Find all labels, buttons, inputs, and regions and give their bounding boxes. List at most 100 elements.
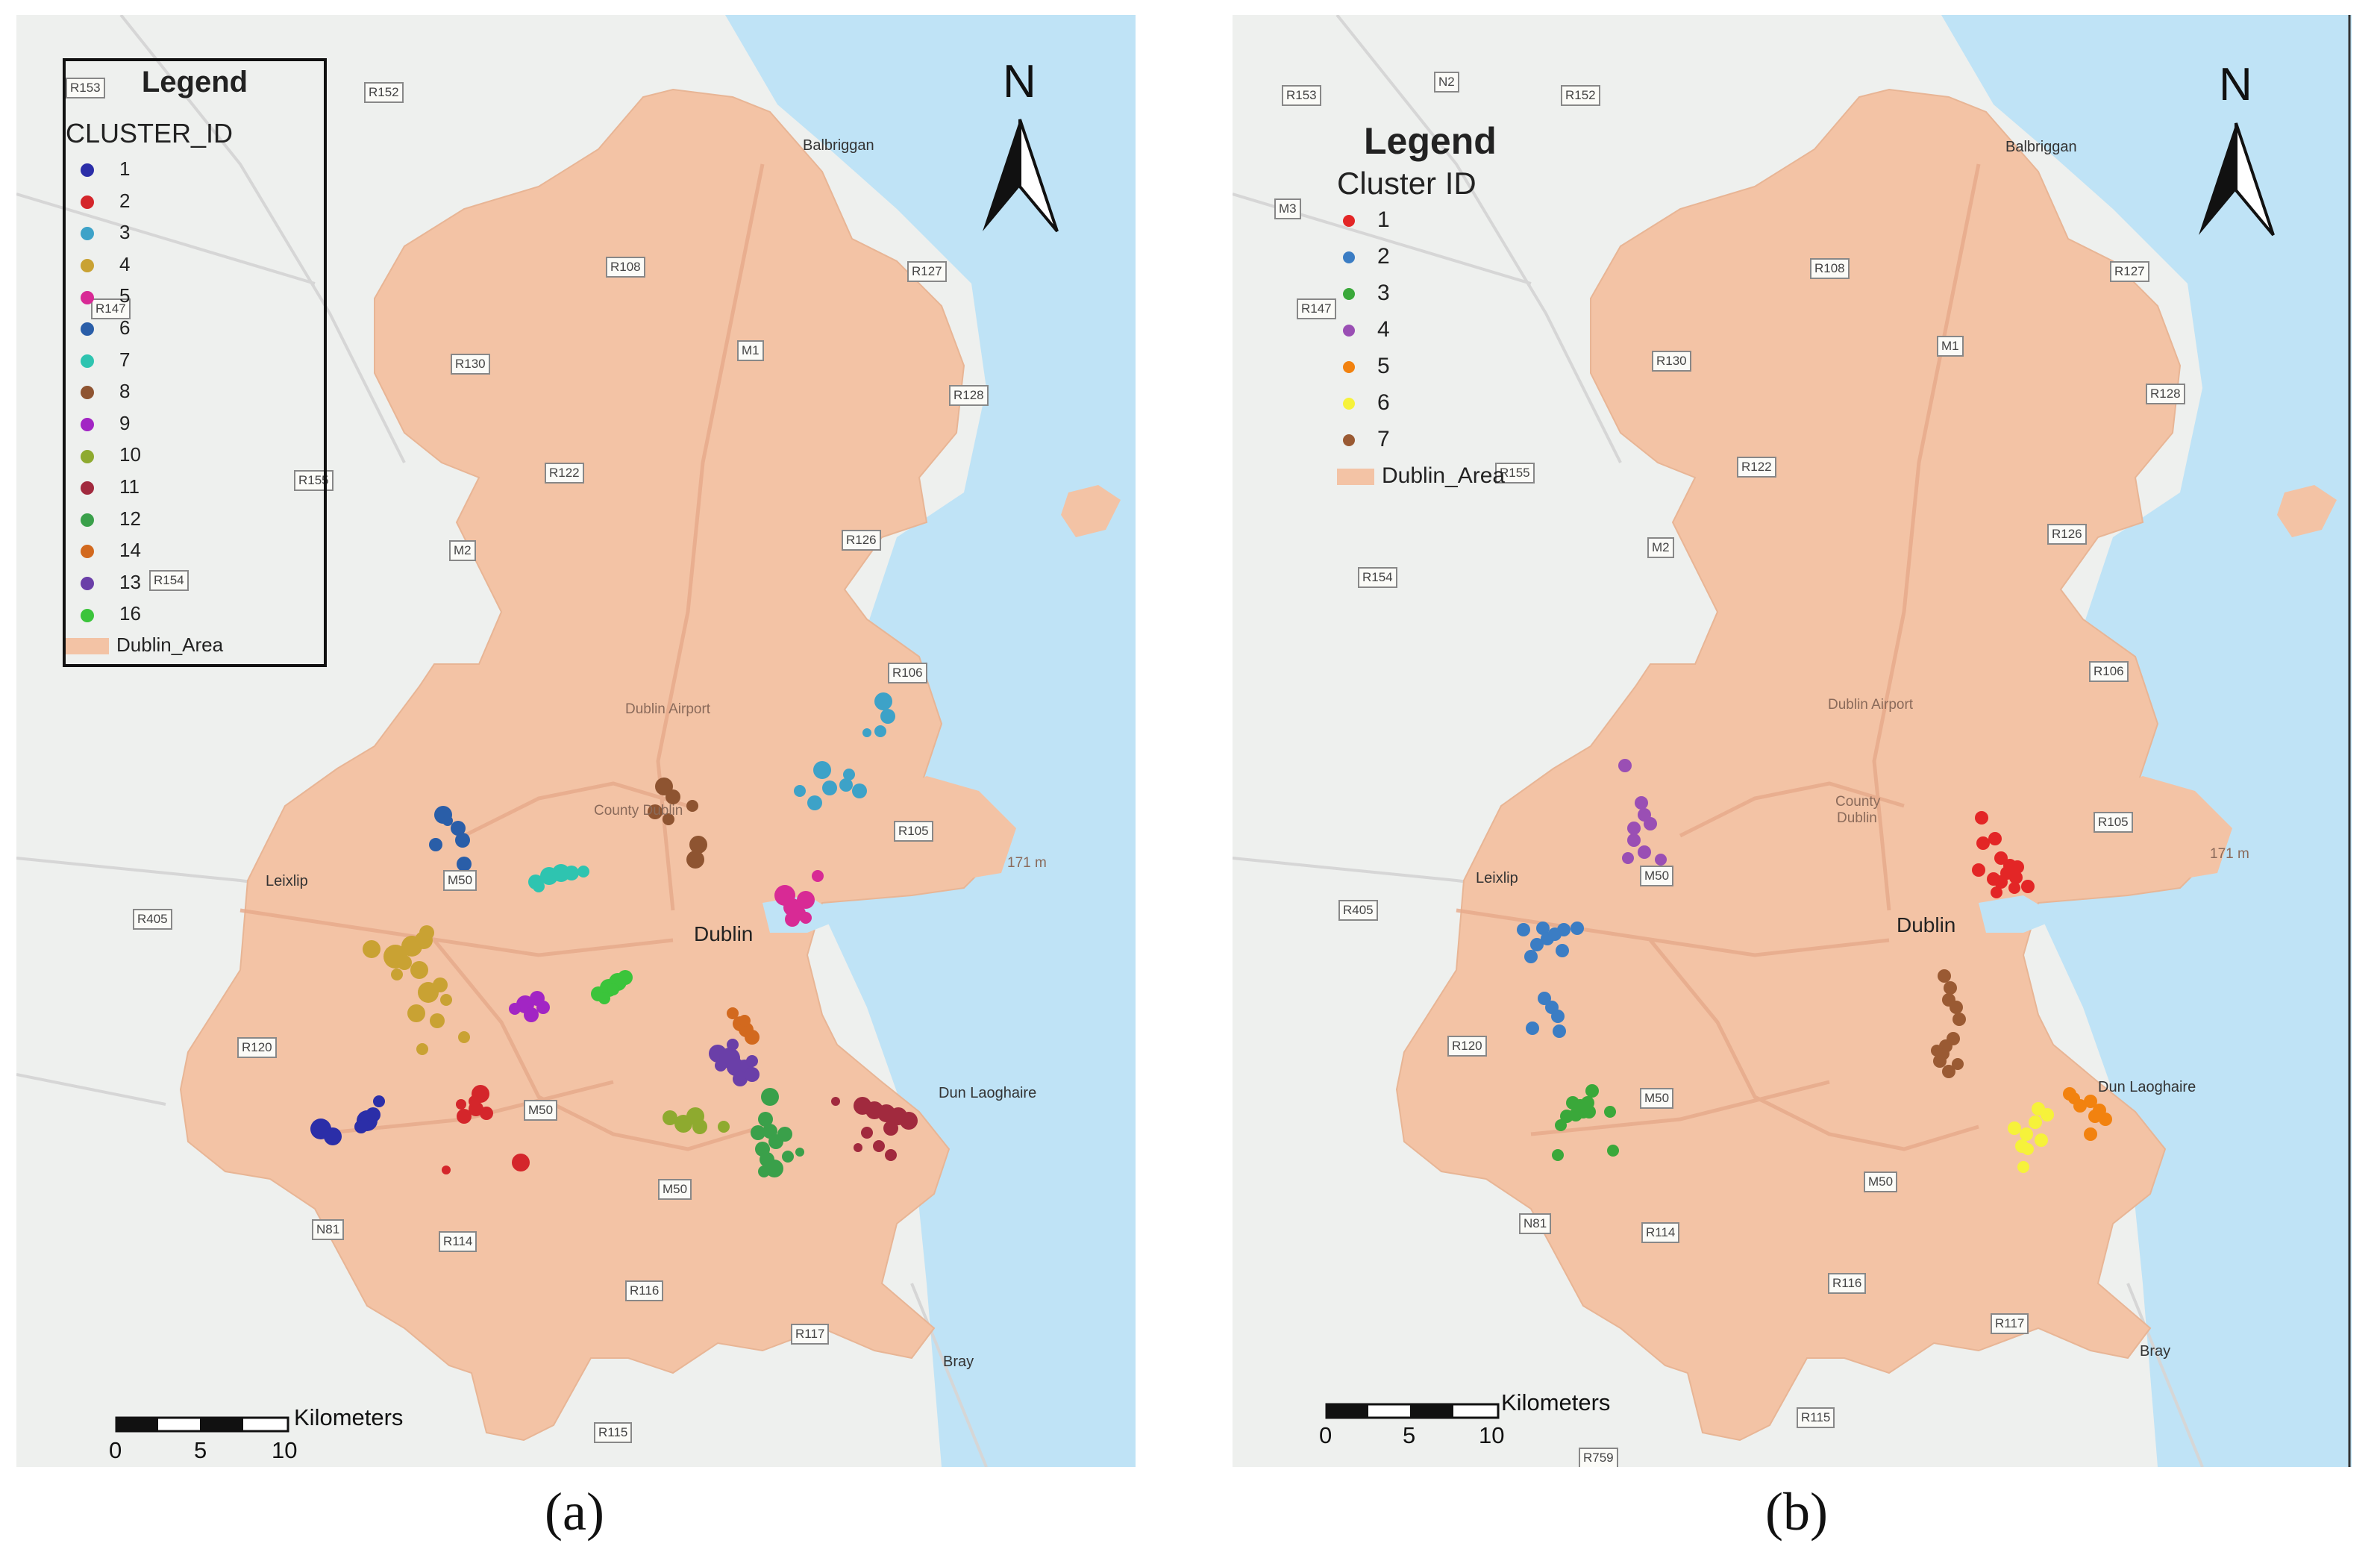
legend-swatch (81, 449, 94, 463)
legend-item-label: 5 (119, 284, 131, 307)
cluster-point (469, 1095, 480, 1107)
cluster-point (456, 1099, 466, 1110)
cluster-point (745, 1030, 760, 1045)
cluster-point (1988, 832, 2002, 845)
legend-item: 16 (81, 598, 141, 628)
road-label: R128 (2146, 384, 2185, 404)
cluster-point (440, 994, 452, 1006)
cluster-point (373, 1095, 385, 1107)
cluster-point (1972, 863, 1985, 877)
road-label: R117 (1991, 1313, 2029, 1334)
road-label: R115 (594, 1422, 633, 1443)
place-label-elevation: 171 m (1007, 855, 1047, 871)
scale-tick-label: 10 (1479, 1422, 1505, 1448)
legend-swatch (1343, 251, 1355, 264)
legend-title: Legend (141, 66, 248, 98)
cluster-point (442, 816, 453, 826)
cluster-point (2020, 1127, 2033, 1141)
road-label: R106 (888, 663, 927, 683)
cluster-point (430, 1013, 445, 1028)
legend-b: Legend Cluster ID 1 2 3 4 5 6 7 Dublin_Area (1337, 119, 1591, 515)
legend-swatch (81, 354, 94, 368)
cluster-point (363, 940, 381, 958)
cluster-point (785, 912, 800, 927)
place-label-leixlip: Leixlip (1476, 870, 1518, 886)
legend-item-label: 7 (119, 348, 131, 371)
legend-item: 3 (81, 217, 130, 247)
cluster-point (2032, 1102, 2045, 1116)
cluster-point (852, 783, 867, 798)
road-label: R106 (2089, 661, 2129, 682)
cluster-point (2000, 866, 2014, 880)
road-label: R116 (625, 1280, 664, 1301)
road-label: M50 (1640, 866, 1674, 886)
basemap-a (16, 15, 1136, 1467)
cluster-point (718, 1121, 730, 1133)
road-label: M2 (1647, 537, 1674, 558)
cluster-point (1530, 938, 1544, 951)
road-label: R127 (2110, 261, 2149, 282)
cluster-point (739, 1015, 751, 1027)
road-label: R147 (1297, 298, 1336, 319)
north-label-b: N (2219, 59, 2252, 110)
cluster-point (524, 1007, 539, 1022)
scale-bar-a (115, 1416, 289, 1433)
cluster-point (758, 1166, 770, 1177)
legend-item: 4 (81, 249, 130, 279)
cluster-point (1571, 922, 1584, 935)
legend-swatch (81, 322, 94, 337)
cluster-point (2021, 880, 2035, 893)
road-label: R155 (1495, 463, 1535, 484)
road-label: R117 (791, 1324, 830, 1345)
cluster-point (1536, 922, 1550, 935)
legend-swatch (1343, 215, 1355, 228)
road-label: R114 (1641, 1222, 1680, 1243)
caption-a: (a) (545, 1482, 604, 1542)
place-label-dublin: Dublin (1897, 913, 1956, 936)
cluster-point (797, 891, 815, 909)
cluster-point (433, 977, 448, 992)
legend-item: 5 (1343, 348, 1390, 385)
cluster-point (480, 1107, 493, 1120)
scale-bar-b (1325, 1403, 1500, 1419)
cluster-point (2084, 1095, 2097, 1108)
road-label: R115 (1797, 1407, 1835, 1428)
cluster-point (1644, 817, 1657, 830)
cluster-point (2017, 1161, 2029, 1173)
cluster-point (1975, 811, 1988, 825)
legend-swatch (1343, 434, 1355, 447)
legend-item-label: 2 (119, 189, 131, 212)
cluster-point (533, 880, 545, 892)
road-label: R130 (1652, 351, 1691, 372)
cluster-point (324, 1127, 342, 1145)
cluster-point (807, 795, 822, 810)
legend-swatch (81, 163, 94, 178)
place-label-dublin-airport: Dublin Airport (625, 701, 711, 717)
cluster-point (861, 1127, 873, 1139)
legend-item-label: 3 (1377, 281, 1390, 305)
scale-unit-label: Kilometers (294, 1404, 404, 1430)
cluster-point (598, 992, 610, 1004)
cluster-point (509, 1003, 521, 1015)
cluster-point (1573, 1099, 1587, 1113)
legend-item: 4 (1343, 311, 1390, 348)
cluster-point (831, 1097, 840, 1106)
road-label: R122 (545, 463, 584, 484)
cluster-point (1655, 854, 1667, 866)
map-panel-b: R153 N2 R152 M3 R147 R108 R127 M1 R130 R… (1233, 15, 2352, 1467)
cluster-point (880, 709, 895, 724)
legend-item-label: Dublin_Area (116, 633, 224, 656)
cluster-point (822, 780, 837, 795)
place-label-leixlip: Leixlip (266, 873, 308, 889)
legend-item-label: 7 (1377, 427, 1390, 451)
road-label: M3 (1274, 198, 1301, 219)
cluster-point (391, 969, 403, 980)
cluster-point (794, 785, 806, 797)
road-label: R116 (1828, 1273, 1867, 1294)
legend-swatch (1343, 361, 1355, 374)
road-label: R154 (1358, 567, 1397, 588)
cluster-point (666, 789, 680, 804)
cluster-point (883, 1121, 898, 1136)
cluster-point (1622, 852, 1634, 864)
cluster-point (2084, 1127, 2097, 1141)
